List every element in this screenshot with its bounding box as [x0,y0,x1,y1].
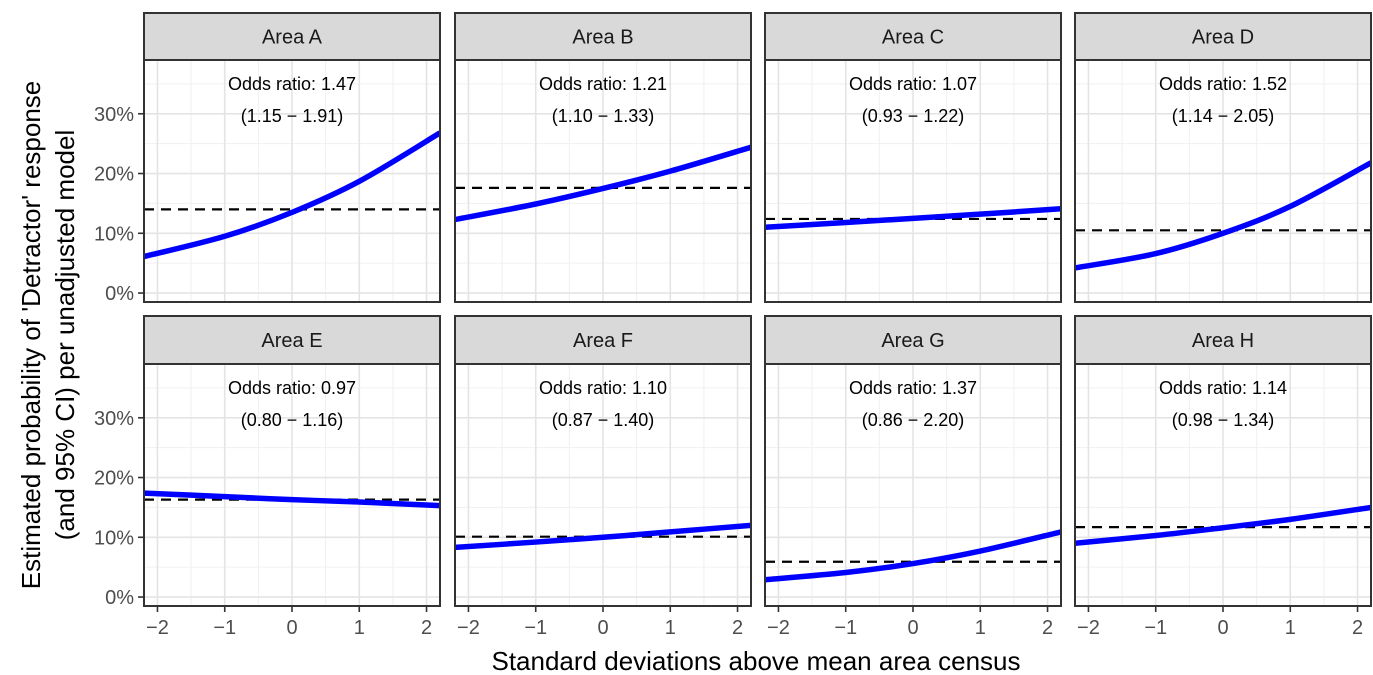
ci-label: (1.14 − 2.05) [1172,106,1275,126]
estimate-line [144,130,440,260]
strip-background [1074,12,1372,61]
ci-label: (0.80 − 1.16) [241,410,344,430]
x-tick-label: 2 [421,617,432,639]
x-tick-label: 0 [907,617,918,639]
estimate-line [455,144,751,223]
strip-background [454,315,752,365]
panel-area-f: Odds ratio: 1.10 (0.87 − 1.40) Area F [454,315,752,607]
estimate-line [765,529,1061,583]
y-tick-label: 0% [105,283,134,305]
y-axis-title-line1: Estimated probability of 'Detractor' res… [16,81,46,590]
y-tick-label: 0% [105,587,134,609]
odds-ratio-label: Odds ratio: 1.37 [849,378,977,398]
strip-label: Area D [1192,27,1254,49]
x-tick-label: −2 [1077,617,1100,639]
odds-ratio-label: Odds ratio: 0.97 [228,378,356,398]
y-tick-label: 10% [94,527,134,549]
x-tick-label: 1 [354,617,365,639]
y-tick-label: 10% [94,223,134,245]
x-tick-label: 0 [286,617,297,639]
panel-area-c: Odds ratio: 1.07 (0.93 − 1.22) Area C [764,12,1062,303]
ci-label: (1.15 − 1.91) [241,106,344,126]
x-tick-label: −2 [146,617,169,639]
estimate-line [144,490,440,509]
panel-area-a: Odds ratio: 1.47 (1.15 − 1.91) Area A [143,12,441,303]
x-tick-label: −2 [457,617,480,639]
ci-label: (1.10 − 1.33) [552,106,655,126]
x-axis-title: Standard deviations above mean area cens… [491,646,1020,675]
ci-label: (0.93 − 1.22) [862,106,965,126]
x-tick-label: −1 [213,617,236,639]
x-tick-label: 2 [732,617,743,639]
panel-area-g: Odds ratio: 1.37 (0.86 − 2.20) Area G [764,315,1062,607]
ci-label: (0.98 − 1.34) [1172,410,1275,430]
panel-area-h: Odds ratio: 1.14 (0.98 − 1.34) Area H [1074,315,1372,607]
estimate-line [765,206,1061,231]
panel-area-b: Odds ratio: 1.21 (1.10 − 1.33) Area B [454,12,752,303]
strip-label: Area G [881,330,944,352]
ci-label: (0.86 − 2.20) [862,410,965,430]
y-tick-label: 20% [94,468,134,490]
estimate-line [455,522,751,551]
x-tick-label: 0 [597,617,608,639]
x-tick-label: 2 [1042,617,1053,639]
strip-background [1074,315,1372,365]
x-tick-label: −1 [834,617,857,639]
x-tick-label: 0 [1217,617,1228,639]
strip-background [143,12,441,61]
y-tick-label: 30% [94,408,134,430]
x-tick-label: 1 [1285,617,1296,639]
odds-ratio-label: Odds ratio: 1.21 [539,74,667,94]
strip-label: Area H [1192,330,1254,352]
odds-ratio-label: Odds ratio: 1.47 [228,74,356,94]
strip-label: Area C [882,27,944,49]
y-tick-label: 30% [94,104,134,126]
strip-label: Area F [573,330,633,352]
x-tick-label: 1 [975,617,986,639]
strip-background [764,12,1062,61]
strip-label: Area B [572,27,633,49]
strip-label: Area A [262,27,323,49]
x-tick-label: 2 [1352,617,1363,639]
odds-ratio-label: Odds ratio: 1.52 [1159,74,1287,94]
panel-area-d: Odds ratio: 1.52 (1.14 − 2.05) Area D [1074,12,1372,303]
odds-ratio-label: Odds ratio: 1.07 [849,74,977,94]
strip-background [764,315,1062,365]
panel-area-e: Odds ratio: 0.97 (0.80 − 1.16) Area E [143,315,441,607]
y-tick-label: 20% [94,164,134,186]
x-tick-label: −1 [524,617,547,639]
strip-background [454,12,752,61]
estimate-line [1075,160,1371,271]
estimate-line [1075,504,1371,546]
strip-background [143,315,441,365]
x-tick-label: −1 [1144,617,1167,639]
x-tick-label: −2 [767,617,790,639]
x-tick-label: 1 [665,617,676,639]
ci-label: (0.87 − 1.40) [552,410,655,430]
odds-ratio-label: Odds ratio: 1.10 [539,378,667,398]
y-axis-title-line2: (and 95% CI) per unadjusted model [50,130,80,540]
odds-ratio-label: Odds ratio: 1.14 [1159,378,1287,398]
strip-label: Area E [261,330,322,352]
